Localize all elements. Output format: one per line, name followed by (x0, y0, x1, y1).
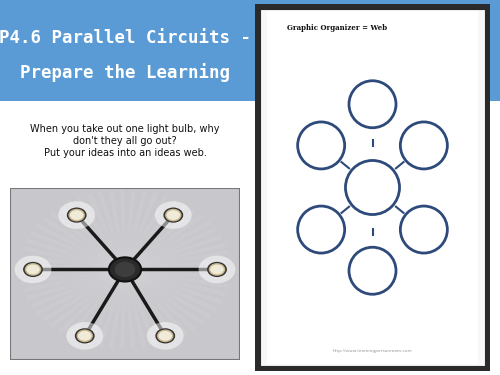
Text: don't they all go out?: don't they all go out? (73, 136, 177, 146)
Text: http://www.learningpersonroom.com: http://www.learningpersonroom.com (332, 349, 412, 353)
Circle shape (155, 201, 192, 229)
Circle shape (14, 256, 52, 283)
Circle shape (66, 322, 103, 350)
Circle shape (76, 329, 94, 343)
FancyBboxPatch shape (267, 11, 478, 364)
Circle shape (208, 262, 226, 276)
Circle shape (210, 264, 224, 275)
Circle shape (158, 330, 172, 342)
Text: Prepare the Learning: Prepare the Learning (20, 63, 230, 82)
Ellipse shape (349, 247, 396, 294)
Ellipse shape (349, 81, 396, 128)
Circle shape (69, 210, 84, 221)
Circle shape (147, 322, 184, 350)
Ellipse shape (298, 206, 344, 253)
FancyBboxPatch shape (255, 4, 490, 371)
Ellipse shape (298, 122, 344, 169)
Circle shape (78, 330, 92, 342)
Circle shape (114, 262, 136, 277)
Text: Put your ideas into an ideas web.: Put your ideas into an ideas web. (44, 148, 206, 158)
Text: P4.6 Parallel Circuits -: P4.6 Parallel Circuits - (0, 30, 251, 48)
Text: Graphic Organizer = Web: Graphic Organizer = Web (287, 24, 388, 32)
FancyBboxPatch shape (0, 0, 500, 101)
Circle shape (166, 210, 181, 221)
Text: When you take out one light bulb, why: When you take out one light bulb, why (30, 124, 220, 134)
Circle shape (109, 257, 141, 282)
Circle shape (156, 329, 174, 343)
Circle shape (198, 256, 235, 283)
Circle shape (68, 208, 86, 222)
Circle shape (58, 201, 95, 229)
Circle shape (164, 208, 182, 222)
Ellipse shape (346, 160, 400, 214)
Ellipse shape (400, 206, 448, 253)
Ellipse shape (400, 122, 448, 169)
Circle shape (26, 264, 40, 275)
Circle shape (24, 262, 42, 276)
